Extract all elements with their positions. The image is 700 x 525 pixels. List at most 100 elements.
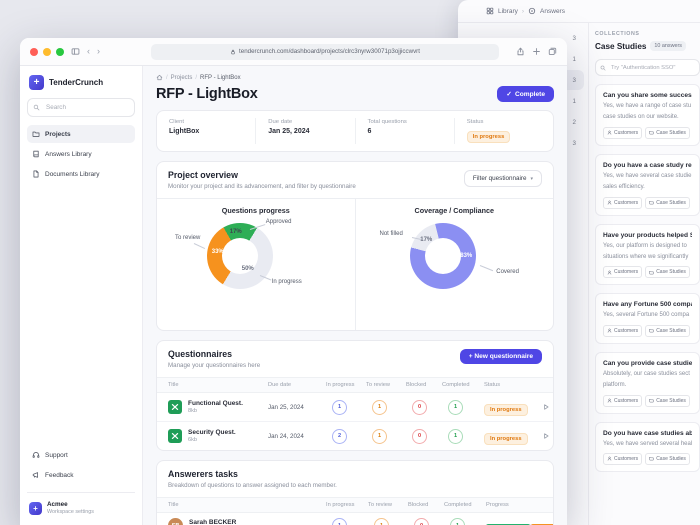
overview-title: Project overview — [168, 170, 238, 180]
new-questionnaire-label: + New questionnaire — [468, 353, 533, 360]
pct-in-progress: 50% — [241, 266, 254, 272]
brand-name: TenderCrunch — [49, 78, 104, 87]
collection-item[interactable]: 2 — [464, 112, 584, 132]
breadcrumb-answers[interactable]: Answers — [540, 7, 565, 15]
new-questionnaire-button[interactable]: + New questionnaire — [459, 349, 542, 364]
sidebar-item-documents-library[interactable]: Documents Library — [27, 165, 135, 183]
play-icon[interactable] — [542, 403, 550, 411]
excel-file-icon — [168, 400, 182, 414]
answerer-row[interactable]: SB Sarah BECKER account@tendercrunch.com… — [157, 513, 553, 525]
collections-overline: COLLECTIONS — [595, 31, 640, 37]
folder-icon — [32, 130, 40, 138]
person-icon — [607, 200, 612, 205]
answer-card[interactable]: Have any Fortune 500 compani Yes, severa… — [595, 293, 700, 344]
back-icon[interactable]: ‹ — [87, 46, 90, 56]
answer-text: sales efficiency. — [603, 184, 645, 191]
to-review-count: 1 — [374, 518, 389, 525]
sidebar-item-support[interactable]: Support — [27, 446, 135, 464]
tag-label: Customers — [614, 129, 639, 136]
workspace-name: Acmee — [47, 501, 68, 508]
answer-card[interactable]: Do you have a case study relate Yes, we … — [595, 153, 700, 216]
answers-search[interactable] — [595, 59, 700, 76]
new-tab-icon[interactable] — [532, 47, 541, 56]
window-controls[interactable] — [30, 47, 64, 56]
column-to-review: To review — [366, 382, 391, 388]
pct-covered: 83% — [460, 253, 473, 259]
filter-questionnaire-button[interactable]: Filter questionnaire ▾ — [463, 170, 542, 187]
collection-item[interactable]: 1 — [464, 49, 584, 69]
tag-case-studies[interactable]: Case Studies — [645, 196, 690, 209]
sidebar-search[interactable] — [27, 98, 135, 117]
collection-item[interactable]: 1 — [464, 91, 584, 111]
tag-case-studies[interactable]: Case Studies — [645, 394, 690, 407]
info-label: Status — [466, 119, 484, 125]
tag-customers[interactable]: Customers — [603, 394, 643, 407]
questionnaire-due: Jan 24, 2024 — [268, 432, 304, 440]
workspace-switcher[interactable]: + Acmee Workspace settings — [27, 499, 135, 517]
tag-customers[interactable]: Customers — [603, 266, 643, 279]
library-window-header: Library › Answers — [458, 0, 700, 23]
collection-item[interactable]: 3 — [464, 133, 584, 153]
coverage-compliance-chart: Coverage / Compliance Not filled 17% 83%… — [354, 199, 554, 330]
brand: + TenderCrunch — [27, 74, 135, 98]
column-completed: Completed — [442, 382, 470, 388]
lock-icon — [230, 49, 236, 55]
answer-card[interactable]: Do you have case studies about Yes, we h… — [595, 421, 700, 472]
person-icon — [607, 456, 612, 461]
collection-item[interactable]: 3 — [464, 28, 584, 48]
forward-icon[interactable]: › — [97, 46, 100, 56]
sidebar-item-feedback[interactable]: Feedback — [27, 466, 135, 484]
column-to-review: To review — [368, 502, 393, 508]
home-icon[interactable] — [156, 74, 163, 81]
breadcrumb-library[interactable]: Library — [498, 7, 518, 15]
answers-search-input[interactable] — [609, 63, 695, 72]
library-icon — [486, 7, 494, 15]
breadcrumb-projects[interactable]: Projects — [170, 74, 193, 81]
answer-question: Can you share some successful c — [603, 92, 692, 99]
answerer-name: Sarah BECKER — [189, 518, 237, 525]
address-bar[interactable]: tendercrunch.com/dashboard/projects/clrc… — [151, 43, 499, 60]
minimize-window-icon[interactable] — [43, 47, 51, 56]
folder-icon — [649, 328, 654, 333]
column-title: Title — [168, 502, 179, 508]
collection-detail: COLLECTIONS Case Studies 10 answers Can … — [589, 23, 700, 525]
sidebar-item-label: Feedback — [45, 471, 74, 479]
tag-customers[interactable]: Customers — [603, 126, 643, 139]
status-badge: In progress — [484, 433, 528, 445]
collection-count: 1 — [572, 55, 576, 63]
questionnaires-title: Questionnaires — [168, 349, 233, 359]
sidebar-search-input[interactable] — [44, 103, 129, 112]
tag-label: Customers — [614, 199, 639, 206]
tag-case-studies[interactable]: Case Studies — [645, 452, 690, 465]
info-label: Total questions — [367, 119, 407, 125]
tabs-icon[interactable] — [548, 47, 557, 56]
sidebar-item-answers-library[interactable]: Answers Library — [27, 145, 135, 163]
sidebar-toggle-icon[interactable] — [71, 47, 80, 56]
tag-customers[interactable]: Customers — [603, 452, 643, 465]
sidebar-item-label: Answers Library — [45, 150, 92, 158]
questionnaire-row[interactable]: Security Quest. 6kb Jan 24, 2024 2 1 0 1… — [157, 421, 553, 450]
share-icon[interactable] — [516, 47, 525, 56]
answer-text: Yes, we have several case studie — [603, 172, 692, 179]
questionnaire-due: Jan 25, 2024 — [268, 403, 304, 411]
tag-case-studies[interactable]: Case Studies — [645, 266, 690, 279]
progress-bar — [486, 523, 553, 525]
tag-case-studies[interactable]: Case Studies — [645, 126, 690, 139]
answer-card[interactable]: Can you share some successful c Yes, we … — [595, 84, 700, 146]
blocked-count: 0 — [412, 399, 427, 415]
answer-card[interactable]: Have your products helped SME Yes, our p… — [595, 223, 700, 286]
complete-button[interactable]: ✓ Complete — [497, 86, 554, 102]
tag-case-studies[interactable]: Case Studies — [645, 324, 690, 337]
tag-customers[interactable]: Customers — [603, 196, 643, 209]
close-window-icon[interactable] — [30, 47, 38, 56]
folder-icon — [649, 456, 654, 461]
answer-card[interactable]: Can you provide case studies d Absolutel… — [595, 351, 700, 414]
play-icon[interactable] — [542, 432, 550, 440]
tag-customers[interactable]: Customers — [603, 324, 643, 337]
sidebar-item-projects[interactable]: Projects — [27, 125, 135, 143]
book-icon — [32, 150, 40, 158]
maximize-window-icon[interactable] — [56, 47, 64, 56]
tendercrunch-logo: + — [29, 75, 44, 90]
questionnaire-row[interactable]: Functional Quest. 8kb Jan 25, 2024 1 1 0… — [157, 393, 553, 421]
legend-not-filled: Not filled — [379, 231, 403, 237]
